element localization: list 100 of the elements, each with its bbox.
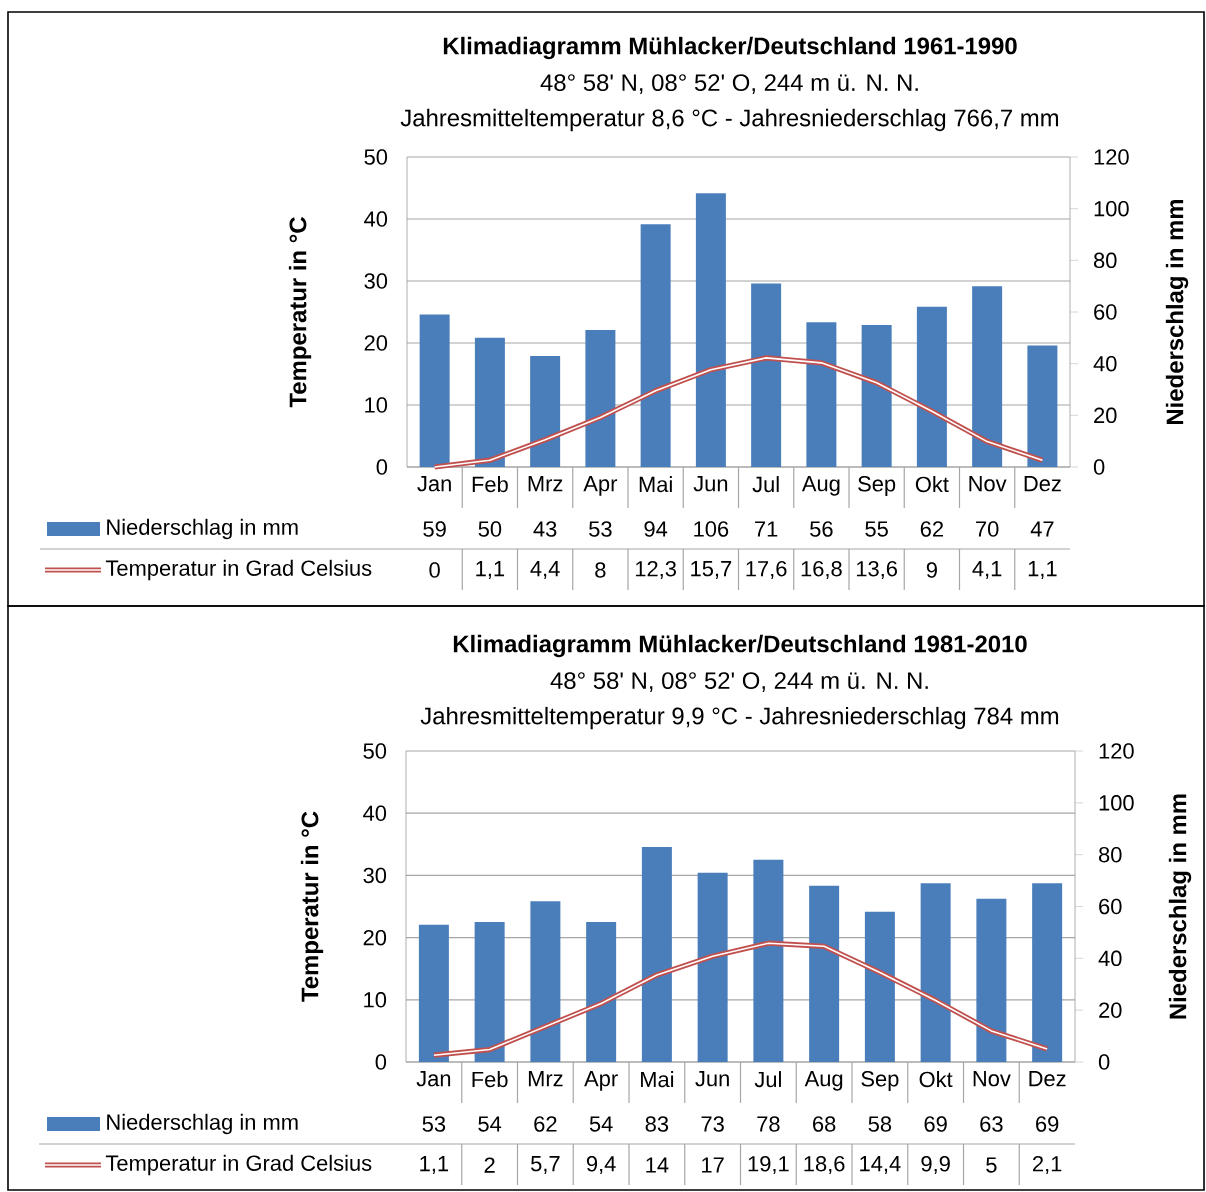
data-label: 5,7 bbox=[531, 1156, 560, 1174]
y2-tick-label: 60 bbox=[1094, 304, 1117, 320]
x-tick-label: Aug bbox=[801, 476, 840, 496]
data-label: 15,7 bbox=[691, 561, 732, 579]
data-label: 43 bbox=[533, 521, 557, 537]
data-label: 69 bbox=[1036, 1116, 1059, 1132]
x-tick-label: Sep bbox=[858, 476, 896, 496]
bar bbox=[586, 922, 617, 1063]
bar bbox=[640, 224, 671, 468]
y-tick-label: 0 bbox=[376, 459, 388, 475]
legend-label: Temperatur in Grad Celsius bbox=[105, 1154, 372, 1176]
y2-tick-label: 40 bbox=[1098, 950, 1122, 967]
bar bbox=[806, 322, 837, 468]
data-label: 83 bbox=[645, 1116, 669, 1132]
data-label: 5 bbox=[986, 1157, 997, 1173]
x-tick-label: Jul bbox=[754, 1071, 781, 1088]
y-tick-label: 20 bbox=[364, 335, 388, 351]
y2-tick-label: 0 bbox=[1098, 1054, 1110, 1070]
y2-axis-title: Niederschlag in mm bbox=[1168, 794, 1192, 1019]
data-label: 17,6 bbox=[746, 560, 787, 580]
legend-label: Niederschlag in mm bbox=[107, 1113, 298, 1135]
data-label: 94 bbox=[644, 521, 668, 537]
x-tick-label: Aug bbox=[804, 1071, 843, 1091]
bar bbox=[753, 859, 784, 1063]
bar bbox=[920, 883, 951, 1063]
data-label: 1,1 bbox=[420, 1156, 449, 1174]
bar bbox=[695, 193, 726, 468]
data-label: 9,4 bbox=[586, 1155, 616, 1175]
bar bbox=[697, 872, 728, 1063]
data-label: 59 bbox=[423, 521, 446, 537]
y-axis-title: Temperatur in °C bbox=[288, 217, 312, 408]
bar bbox=[530, 355, 561, 468]
y-tick-label: 50 bbox=[364, 149, 388, 165]
x-tick-label: Nov bbox=[973, 1071, 1011, 1087]
x-tick-label: Mrz bbox=[528, 1071, 563, 1087]
y-tick-label: 10 bbox=[364, 992, 387, 1008]
data-label: 2,1 bbox=[1032, 1155, 1062, 1175]
data-label: 106 bbox=[694, 521, 729, 537]
bar bbox=[474, 922, 505, 1063]
y-axis-title: Temperatur in °C bbox=[300, 811, 324, 1002]
data-label: 78 bbox=[757, 1116, 780, 1132]
text: Jahresmitteltemperatur 9,9 °C - Jahresniederschlag 784 mm bbox=[420, 706, 1059, 730]
x-tick-label: Jan bbox=[416, 1071, 451, 1087]
y-tick-label: 10 bbox=[365, 397, 388, 413]
data-label: 71 bbox=[755, 521, 778, 537]
data-label: 16,8 bbox=[801, 560, 842, 580]
bar bbox=[864, 911, 895, 1063]
legend-label: Temperatur in Grad Celsius bbox=[105, 559, 372, 581]
data-label: 56 bbox=[810, 521, 833, 537]
data-label: 4,4 bbox=[530, 561, 560, 579]
x-tick-label: Okt bbox=[919, 1071, 953, 1088]
legend-label: Niederschlag in mm bbox=[107, 518, 298, 540]
y-tick-label: 30 bbox=[364, 273, 388, 289]
chart-subtitle: 48° 58' N, 08° 52' O, 244 m ü. N. N. bbox=[550, 672, 928, 692]
x-tick-label: Feb bbox=[472, 476, 508, 493]
y-tick-label: 0 bbox=[375, 1054, 387, 1070]
bar bbox=[474, 337, 505, 468]
y-tick-label: 50 bbox=[363, 743, 387, 759]
data-label: 1,1 bbox=[1028, 561, 1057, 579]
bar bbox=[972, 286, 1003, 468]
data-label: 14,4 bbox=[860, 1156, 901, 1174]
data-label: 9,9 bbox=[921, 1155, 950, 1175]
y2-axis-title: Niederschlag in mm bbox=[1165, 199, 1189, 425]
y2-tick-label: 100 bbox=[1099, 795, 1134, 811]
data-label: 12,3 bbox=[635, 560, 676, 580]
y2-tick-label: 80 bbox=[1098, 846, 1122, 863]
data-label: 17 bbox=[702, 1157, 724, 1173]
x-tick-label: Feb bbox=[472, 1071, 508, 1088]
data-label: 73 bbox=[701, 1116, 724, 1132]
x-tick-label: Okt bbox=[915, 476, 949, 493]
data-label: 9 bbox=[926, 562, 937, 578]
y-tick-label: 40 bbox=[364, 211, 388, 227]
y2-tick-label: 120 bbox=[1094, 149, 1129, 165]
data-label: 19,1 bbox=[748, 1155, 789, 1175]
data-label: 68 bbox=[813, 1116, 836, 1132]
data-label: 53 bbox=[589, 521, 612, 537]
y-tick-label: 30 bbox=[363, 867, 387, 884]
chart-subtitle: 48° 58' N, 08° 52' O, 244 m ü. N. N. bbox=[540, 74, 918, 94]
bar bbox=[809, 885, 840, 1063]
data-label: 53 bbox=[422, 1116, 446, 1132]
y2-tick-label: 0 bbox=[1093, 459, 1105, 475]
y2-tick-label: 60 bbox=[1099, 898, 1122, 915]
data-label: 69 bbox=[924, 1116, 947, 1132]
data-label: 1,1 bbox=[476, 561, 505, 579]
data-label: 2 bbox=[484, 1157, 495, 1173]
bar bbox=[916, 306, 947, 468]
x-tick-label: Dez bbox=[1024, 476, 1061, 492]
bar bbox=[976, 898, 1007, 1063]
x-tick-label: Jan bbox=[417, 476, 451, 492]
text: Jahresmitteltemperatur 8,6 °C - Jahresniederschlag 766,7 mm bbox=[400, 108, 1059, 132]
data-label: 58 bbox=[868, 1116, 892, 1132]
chart-title: Klimadiagramm Mühlacker/Deutschland 1961-1990 bbox=[443, 36, 1017, 60]
y2-tick-label: 100 bbox=[1094, 200, 1129, 217]
x-tick-label: Nov bbox=[969, 476, 1007, 492]
bar bbox=[641, 846, 672, 1063]
data-label: 50 bbox=[478, 521, 502, 537]
data-label: 62 bbox=[920, 521, 943, 537]
x-tick-label: Jun bbox=[693, 476, 728, 492]
y2-tick-label: 120 bbox=[1099, 743, 1134, 759]
bar bbox=[530, 901, 561, 1063]
